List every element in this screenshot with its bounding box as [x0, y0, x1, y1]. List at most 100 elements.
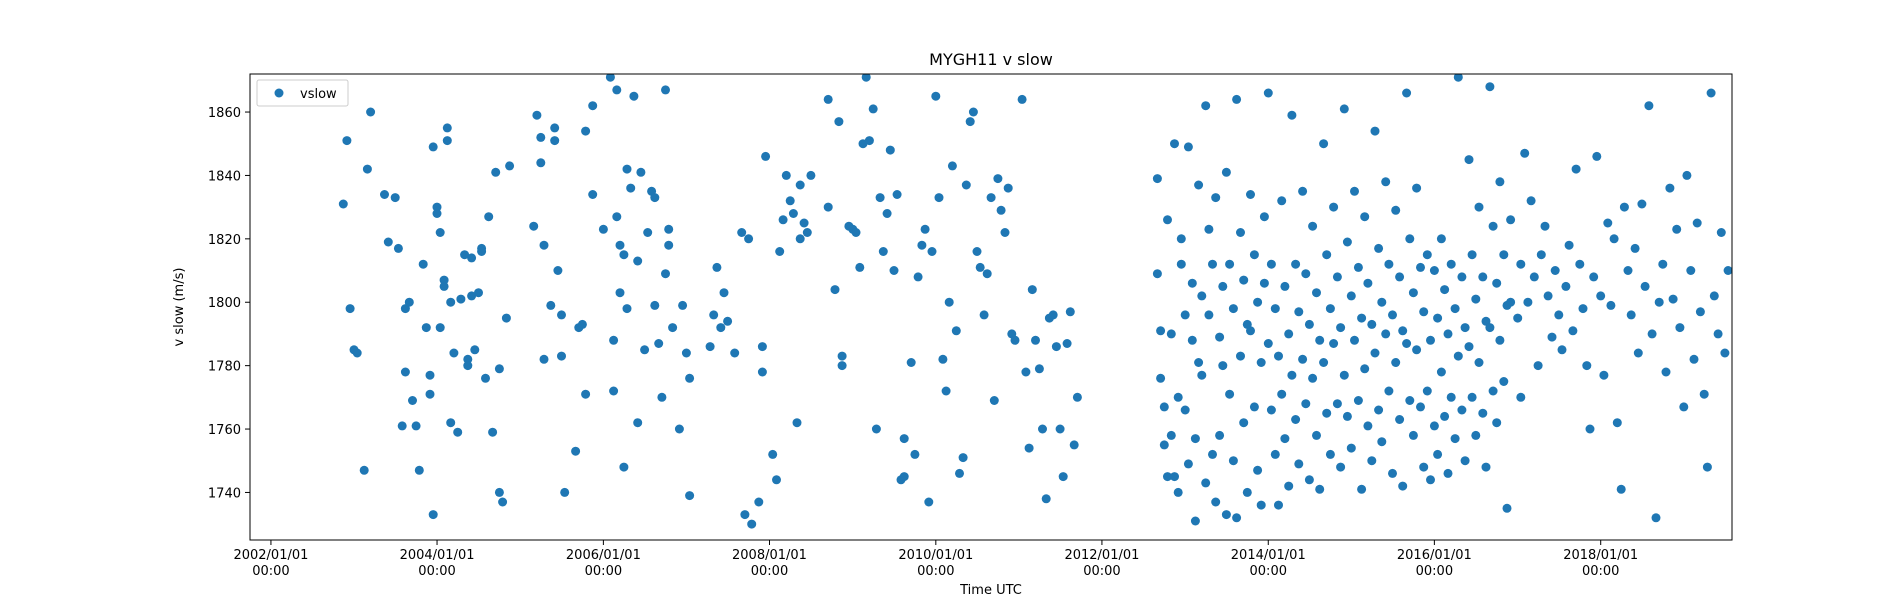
data-point: [775, 247, 785, 256]
data-point: [1381, 329, 1391, 339]
data-point: [685, 491, 695, 501]
data-point: [1183, 459, 1193, 469]
data-point: [1058, 472, 1068, 482]
data-point: [636, 167, 646, 177]
data-point: [494, 487, 504, 497]
x-tick-label: 2014/01/01: [1231, 548, 1306, 563]
data-point: [1516, 259, 1526, 269]
data-point: [1495, 335, 1505, 345]
data-point: [1499, 377, 1509, 386]
data-point: [1637, 199, 1647, 209]
data-point: [1436, 367, 1446, 377]
data-point: [1395, 272, 1405, 282]
data-point: [1478, 272, 1488, 282]
data-point: [823, 202, 833, 212]
data-point: [712, 262, 722, 272]
data-point: [1284, 329, 1294, 339]
data-point: [768, 449, 778, 459]
data-point: [1651, 513, 1661, 523]
data-point: [1450, 304, 1460, 314]
data-point: [1499, 250, 1509, 260]
data-point: [1457, 405, 1467, 415]
data-point: [1239, 275, 1249, 285]
data-point: [1443, 329, 1453, 339]
x-tick-label: 2008/01/01: [732, 548, 807, 563]
data-point: [1256, 500, 1266, 510]
data-point: [1596, 291, 1606, 301]
data-point: [550, 123, 560, 133]
data-point: [781, 170, 791, 180]
data-point: [1672, 224, 1682, 234]
y-axis-label: v slow (m/s): [172, 268, 187, 347]
data-point: [674, 424, 684, 434]
data-point: [446, 418, 456, 428]
data-point: [1346, 443, 1356, 453]
data-point: [737, 228, 747, 237]
data-point: [972, 247, 982, 256]
data-point: [1253, 297, 1263, 307]
data-point: [1232, 94, 1242, 104]
data-point: [577, 319, 587, 329]
data-point: [1010, 335, 1020, 345]
data-point: [1513, 313, 1523, 323]
data-point: [1152, 269, 1162, 279]
data-point: [1180, 405, 1190, 415]
data-point: [910, 449, 920, 459]
x-tick-label-time: 00:00: [1416, 564, 1453, 579]
data-point: [435, 323, 445, 333]
data-point: [460, 250, 470, 260]
data-point: [1520, 148, 1530, 158]
data-point: [1298, 354, 1308, 364]
data-point: [1363, 278, 1373, 288]
data-point: [1692, 218, 1702, 228]
data-point: [553, 266, 563, 275]
data-point: [1582, 361, 1592, 371]
data-point: [1429, 266, 1439, 275]
data-point: [400, 367, 410, 377]
data-point: [1194, 180, 1204, 190]
data-point: [837, 361, 847, 371]
data-point: [1228, 304, 1238, 314]
data-point: [1173, 392, 1183, 402]
data-point: [359, 465, 369, 475]
data-point: [1170, 472, 1179, 482]
data-point: [505, 161, 515, 171]
data-point: [1689, 354, 1699, 364]
data-point: [1287, 370, 1297, 380]
x-tick-label-time: 00:00: [1582, 564, 1619, 579]
data-point: [1370, 126, 1380, 136]
data-point: [428, 510, 438, 520]
data-point: [1263, 88, 1273, 98]
data-point: [830, 285, 840, 295]
x-axis: 2002/01/0100:002004/01/0100:002006/01/01…: [233, 540, 1638, 579]
data-point: [944, 297, 954, 307]
data-point: [982, 269, 992, 279]
data-point: [1159, 440, 1169, 450]
x-tick-label-time: 00:00: [917, 564, 954, 579]
data-point: [1249, 402, 1259, 412]
data-point: [1474, 358, 1484, 367]
data-point: [989, 396, 999, 405]
data-point: [851, 228, 861, 237]
data-point: [633, 256, 643, 266]
data-point: [1187, 278, 1197, 288]
x-tick-label: 2006/01/01: [566, 548, 641, 563]
data-point: [1716, 228, 1726, 237]
data-point: [1606, 300, 1616, 310]
data-point: [463, 361, 473, 371]
data-point: [664, 240, 674, 250]
data-point: [1436, 234, 1446, 244]
data-point: [1571, 164, 1581, 174]
data-point: [1342, 237, 1352, 247]
data-point: [657, 392, 667, 402]
data-point: [1274, 500, 1283, 510]
data-point: [1640, 281, 1650, 291]
data-point: [996, 205, 1006, 215]
data-point: [1190, 434, 1200, 444]
data-point: [678, 300, 688, 310]
data-point: [1561, 281, 1571, 291]
data-point: [1301, 399, 1311, 409]
data-point: [1367, 319, 1377, 329]
data-point: [864, 136, 874, 146]
data-point: [1315, 335, 1325, 345]
